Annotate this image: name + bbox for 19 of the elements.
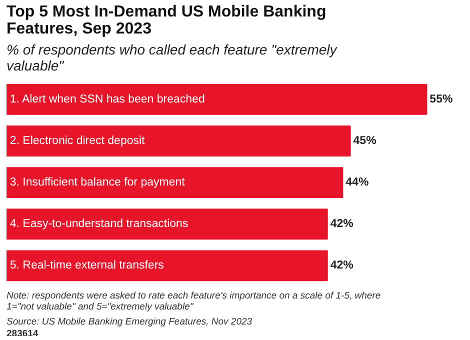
y-tick-label: 1. Alert when SSN has been breached — [10, 93, 205, 106]
bar — [6, 167, 344, 198]
source-note: Source: US Mobile Banking Emerging Features, Nov 2023 — [6, 316, 253, 328]
y-tick-label: 4. Easy-to-understand transactions — [10, 218, 188, 230]
data-label: 44% — [346, 176, 369, 189]
chart-subtitle: % of respondents who called each feature "extremely valuable" — [6, 42, 338, 74]
data-label: 55% — [430, 93, 453, 106]
text: Note: respondents were asked to rate each feature's importance on a scale of 1-5, where 1="not valuable" and 5="extremely valuable" — [6, 290, 381, 312]
bar — [6, 208, 328, 240]
y-tick-label: 2. Electronic direct deposit — [10, 135, 146, 148]
chart-title: Top 5 Most In-Demand US Mobile Banking Features, Sep 2023 — [6, 4, 326, 38]
bar — [6, 84, 428, 115]
data-label: 42% — [330, 260, 354, 272]
y-tick-label: 3. Insufficient balance for payment — [10, 176, 186, 189]
bar — [6, 126, 351, 156]
y-tick-label: 5. Real-time external transfers — [10, 260, 164, 272]
data-label: 42% — [330, 218, 354, 230]
bar — [6, 250, 328, 282]
data-label: 45% — [353, 135, 376, 148]
